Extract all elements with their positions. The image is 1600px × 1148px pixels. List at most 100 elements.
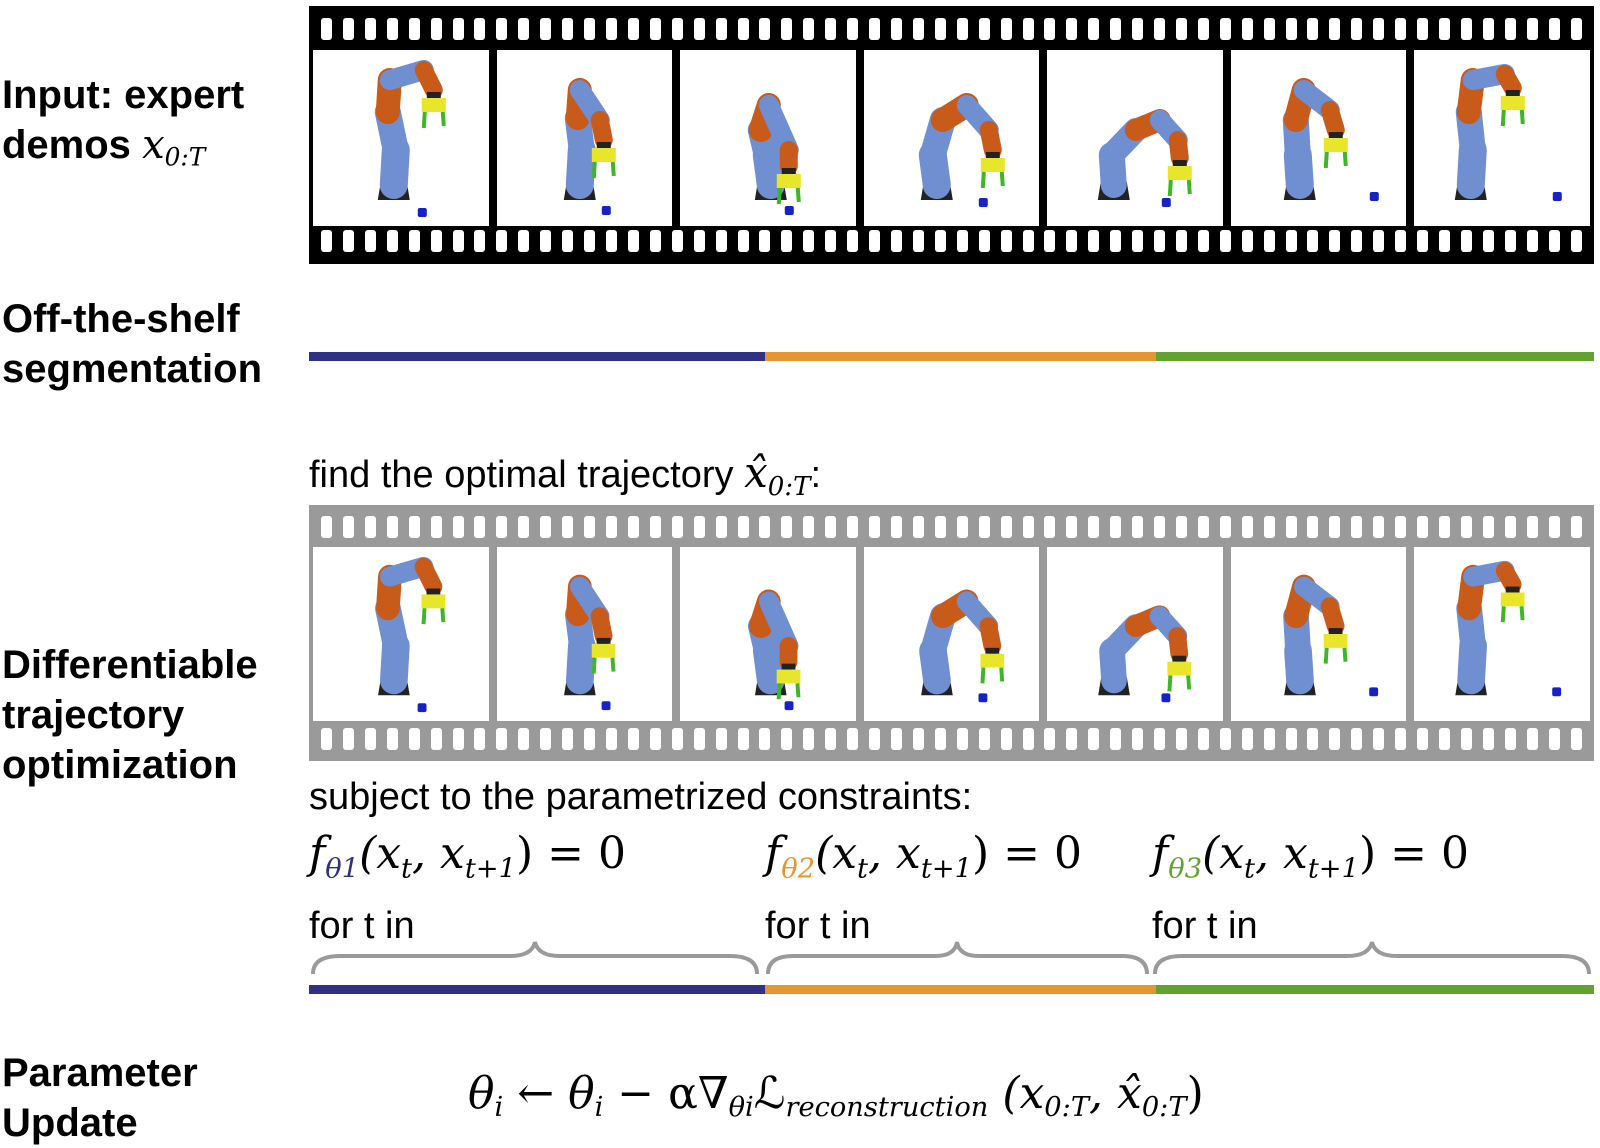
expert-demo-filmstrip (309, 6, 1594, 264)
gripper-mount (985, 152, 1000, 158)
gripper-mount (426, 92, 441, 98)
film-hole (825, 728, 837, 750)
film-hole (1395, 230, 1407, 252)
film-hole (693, 728, 705, 750)
film-hole (847, 230, 859, 252)
film-hole (1088, 230, 1100, 252)
film-hole (803, 728, 815, 750)
segment-1 (309, 985, 766, 994)
theta-1-symbol: θ1 (325, 853, 360, 885)
film-hole (452, 18, 464, 40)
target-cube (784, 206, 794, 215)
film-hole (759, 18, 771, 40)
film-hole (1197, 230, 1209, 252)
gripper-finger (1168, 179, 1174, 197)
film-frame (1047, 50, 1223, 226)
film-hole (934, 516, 946, 538)
robot-arm-render (1283, 574, 1378, 697)
gripper-finger (776, 683, 782, 700)
film-hole (1351, 18, 1363, 40)
for-t-in-1: for t in (309, 905, 415, 947)
film-hole (737, 728, 749, 750)
film-hole (1175, 516, 1187, 538)
robot-arm-render (748, 589, 801, 711)
theta-3-symbol: θ3 (1168, 853, 1203, 885)
caption-find-optimal: find the optimal trajectory x̂0:T: (309, 448, 821, 502)
film-hole (474, 18, 486, 40)
robot-link (1496, 561, 1523, 594)
target-cube (601, 701, 611, 711)
film-hole (890, 230, 902, 252)
film-hole (540, 516, 552, 538)
film-hole (386, 18, 398, 40)
film-hole (605, 230, 617, 252)
film-hole (584, 230, 596, 252)
film-hole (1570, 728, 1582, 750)
film-hole (1197, 18, 1209, 40)
film-hole (1132, 728, 1144, 750)
film-hole (1110, 230, 1122, 252)
film-hole (474, 230, 486, 252)
film-hole (715, 516, 727, 538)
target-cube (784, 701, 794, 711)
film-hole (803, 230, 815, 252)
gripper-body (591, 643, 616, 658)
film-hole (627, 516, 639, 538)
film-hole (1022, 516, 1034, 538)
constraint-formula-1: fθ1(xt, xt+1) = 0 (309, 828, 626, 885)
film-hole (1022, 230, 1034, 252)
film-hole (1197, 516, 1209, 538)
film-hole (693, 516, 705, 538)
gripper-finger (591, 657, 597, 674)
theta-2-symbol: θ2 (781, 853, 816, 885)
film-hole (825, 230, 837, 252)
film-hole (364, 18, 376, 40)
film-hole (452, 516, 464, 538)
constraint-formula-2: fθ2(xt, xt+1) = 0 (765, 828, 1082, 885)
film-hole (1066, 728, 1078, 750)
film-hole (1044, 18, 1056, 40)
film-hole (1000, 516, 1012, 538)
film-frame (680, 50, 856, 226)
film-hole (1022, 18, 1034, 40)
gripper-body (1323, 138, 1348, 152)
film-hole (737, 18, 749, 40)
film-hole (890, 728, 902, 750)
film-hole (1132, 230, 1144, 252)
gripper-body (421, 594, 446, 609)
film-hole (934, 18, 946, 40)
film-hole (1526, 230, 1538, 252)
parameter-update-formula: θi ← θi − α∇θiℒreconstruction (x0:T, x̂0… (468, 1068, 1204, 1124)
film-hole (1395, 18, 1407, 40)
film-hole (562, 728, 574, 750)
gripper-finger (980, 667, 986, 684)
robot-arm-render (563, 78, 616, 215)
film-hole (1526, 516, 1538, 538)
film-frame (313, 50, 489, 226)
film-frame (680, 547, 856, 721)
robot-link (414, 61, 443, 99)
gripper-mount (1328, 132, 1343, 138)
label-input-line1: Input: expert (2, 73, 245, 117)
film-hole (1439, 516, 1451, 538)
film-hole (474, 728, 486, 750)
film-hole (605, 728, 617, 750)
film-hole (1460, 516, 1472, 538)
label-input-demos: Input: expert demos x0:T (2, 70, 244, 182)
film-hole (540, 728, 552, 750)
expert-demo-frames (313, 50, 1591, 226)
film-frame (1047, 547, 1223, 721)
film-hole (1285, 516, 1297, 538)
gripper-finger (1501, 109, 1507, 127)
gripper-mount (596, 637, 611, 644)
film-hole (562, 230, 574, 252)
film-hole (1285, 18, 1297, 40)
for-t-in-2: for t in (765, 905, 871, 947)
gripper-mount (596, 142, 611, 148)
film-frame (863, 547, 1040, 721)
film-hole (364, 728, 376, 750)
gripper-mount (426, 588, 441, 595)
film-hole (1241, 728, 1253, 750)
film-hole (869, 516, 881, 538)
film-hole (1241, 516, 1253, 538)
